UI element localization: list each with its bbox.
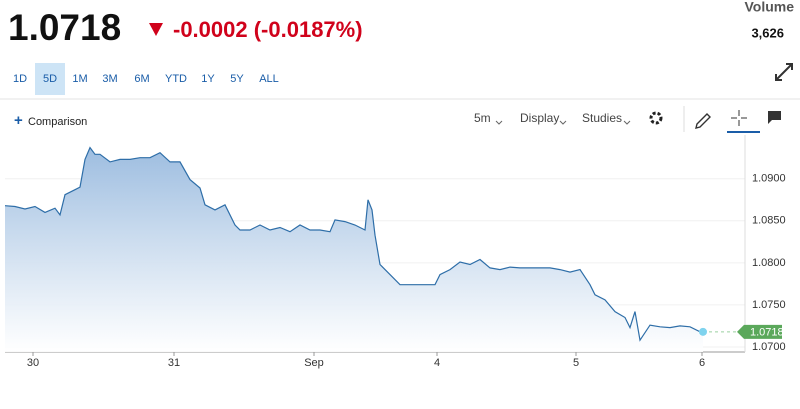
x-tick-label: 31 [168, 357, 180, 369]
interval[interactable]: 5m [474, 111, 491, 125]
range-button[interactable]: 1Y [201, 73, 215, 85]
y-tick-label: 1.0700 [752, 341, 786, 353]
range-selected [35, 63, 65, 95]
y-tick-label: 1.0850 [752, 215, 786, 227]
range-button[interactable]: ALL [259, 73, 279, 85]
range-button[interactable]: 3M [102, 73, 117, 85]
area-fill [5, 147, 703, 352]
caret [623, 120, 631, 125]
price: 1.0718 [8, 7, 121, 48]
range-button[interactable]: 1M [72, 73, 87, 85]
x-tick-label: Sep [304, 357, 324, 369]
expand-icon[interactable] [775, 63, 793, 81]
display[interactable]: Display [520, 111, 559, 125]
studies[interactable]: Studies [582, 111, 622, 125]
caret [495, 120, 503, 125]
x-tick-label: 4 [434, 357, 440, 369]
last-price-badge [737, 324, 782, 339]
crosshair-icon[interactable] [731, 110, 747, 126]
draw-icon[interactable] [695, 113, 711, 129]
y-tick-label: 1.0800 [752, 257, 786, 269]
range-button[interactable]: 5Y [230, 73, 244, 85]
price-line [4, 146, 703, 342]
volume-label: Volume [744, 0, 794, 15]
range-button[interactable]: 1D [13, 73, 27, 85]
x-tick-label: 30 [27, 357, 39, 369]
x-tick-label: 5 [573, 357, 579, 369]
range-button[interactable]: 5D [43, 73, 57, 85]
price-change: -0.0002 (-0.0187%) [173, 17, 363, 42]
volume: 3,626 [751, 25, 784, 40]
plus-icon[interactable]: + [14, 112, 23, 129]
y-tick-label: 1.0900 [752, 173, 786, 185]
range-button[interactable]: 6M [134, 73, 149, 85]
settings-icon[interactable] [649, 111, 663, 125]
range-button[interactable]: YTD [165, 73, 187, 85]
y-tick-label: 1.0750 [752, 299, 786, 311]
comment-icon[interactable] [768, 111, 781, 124]
x-tick-label: 6 [699, 357, 705, 369]
last-point [699, 327, 707, 336]
comparison[interactable]: Comparison [28, 116, 87, 128]
last-price-label: 1.0718 [750, 327, 784, 339]
down-arrow [149, 23, 163, 36]
caret [559, 120, 567, 125]
